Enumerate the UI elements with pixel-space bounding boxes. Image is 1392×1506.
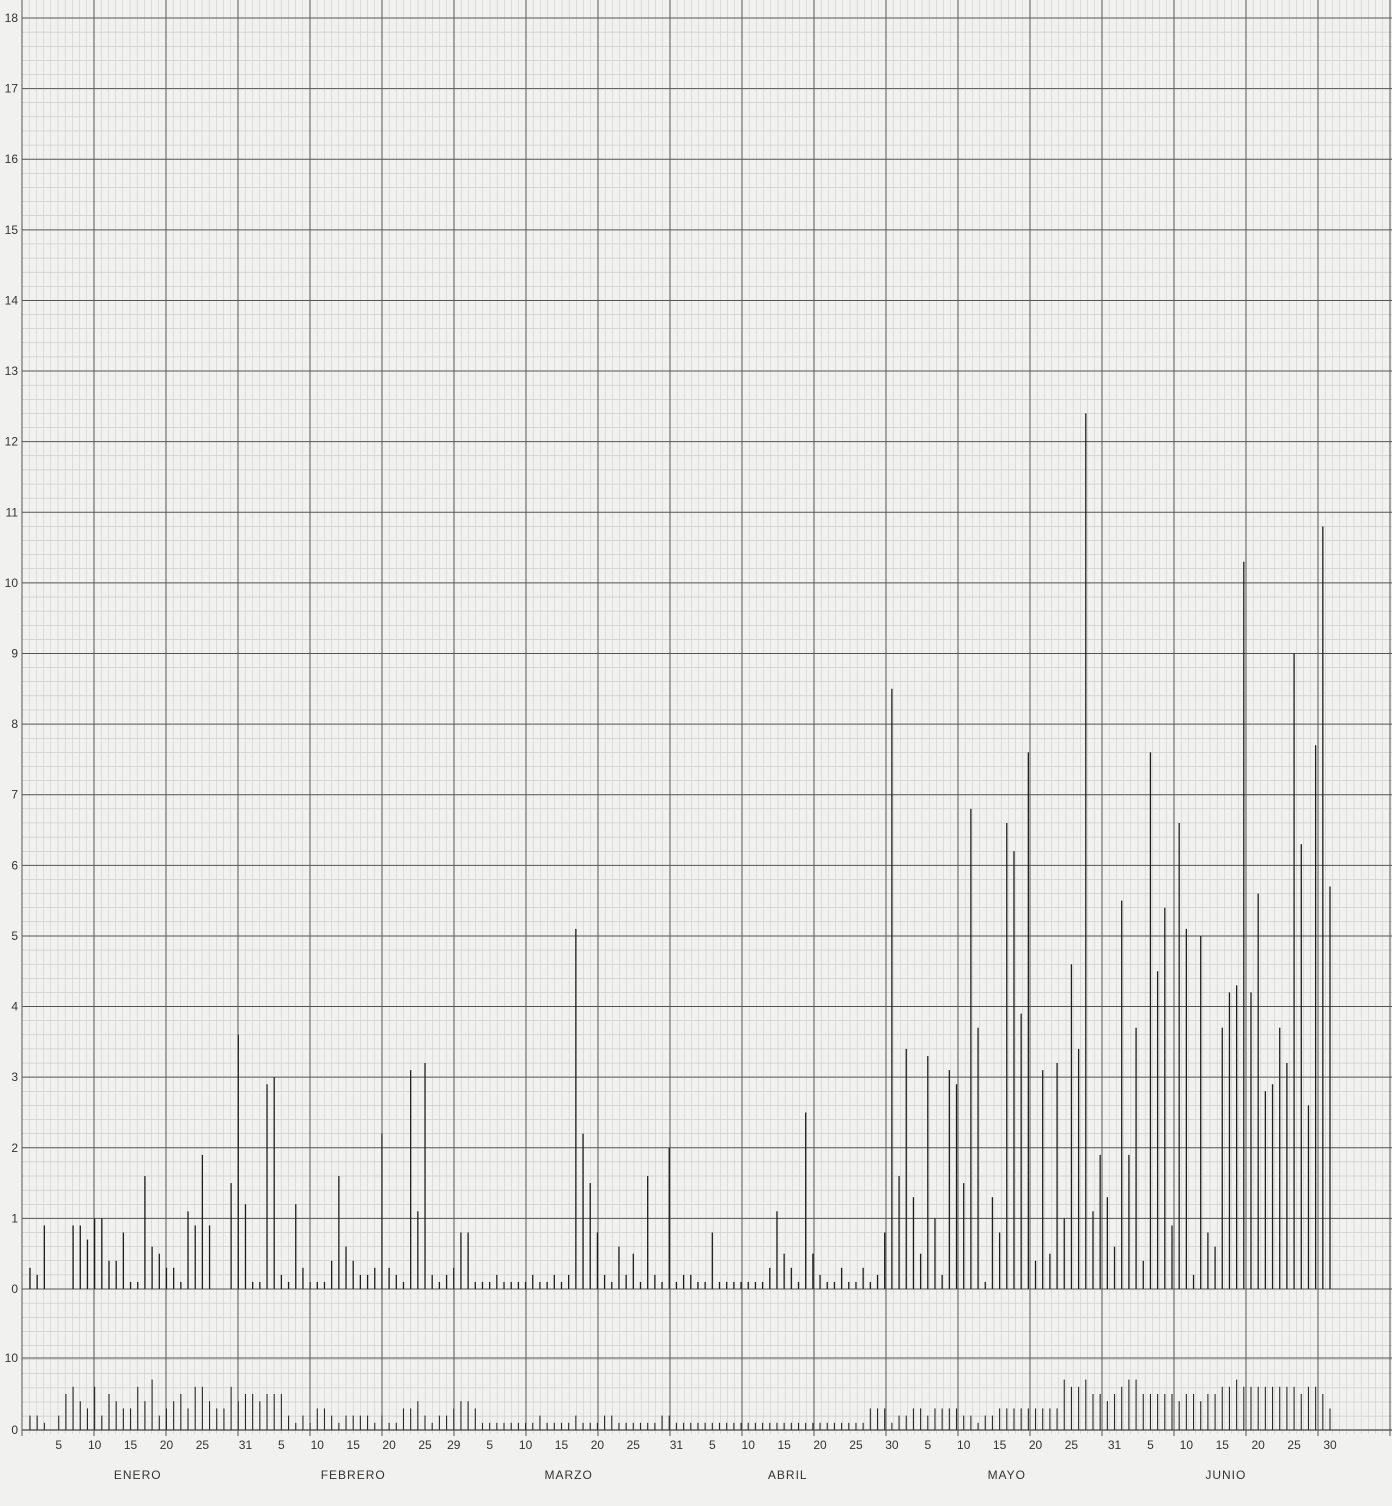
month-label: FEBRERO: [321, 1468, 386, 1482]
grid: [21, 0, 1392, 1436]
y-tick-label: 5: [11, 929, 18, 943]
month-label: MARZO: [545, 1468, 593, 1482]
month-label: MAYO: [988, 1468, 1026, 1482]
day-tick-label: 5: [278, 1438, 285, 1452]
day-tick-label: 10: [742, 1438, 756, 1452]
day-tick-label: 5: [55, 1438, 62, 1452]
day-tick-label: 31: [670, 1438, 684, 1452]
day-tick-label: 10: [311, 1438, 325, 1452]
day-tick-label: 31: [239, 1438, 253, 1452]
day-tick-label: 15: [555, 1438, 569, 1452]
month-label: ENERO: [114, 1468, 162, 1482]
day-tick-label: 20: [591, 1438, 605, 1452]
y-tick-label: 3: [11, 1070, 18, 1084]
y-tick-label: 2: [11, 1141, 18, 1155]
day-tick-label: 29: [447, 1438, 461, 1452]
y-tick-label: 4: [11, 1000, 18, 1014]
y-tick-label: 15: [5, 223, 19, 237]
y-tick-label: 0: [11, 1282, 18, 1296]
lower-bars: [29, 1379, 1331, 1430]
day-tick-label: 5: [1147, 1438, 1154, 1452]
upper-bars: [29, 413, 1331, 1289]
y-tick-label: 13: [5, 364, 19, 378]
day-tick-label: 10: [519, 1438, 533, 1452]
day-tick-label: 20: [1251, 1438, 1265, 1452]
y-tick-label: 8: [11, 717, 18, 731]
day-tick-label: 25: [627, 1438, 641, 1452]
month-label: JUNIO: [1205, 1468, 1246, 1482]
y-tick-label: 14: [5, 293, 19, 307]
day-tick-label: 10: [1180, 1438, 1194, 1452]
day-tick-label: 20: [813, 1438, 827, 1452]
y-tick-label: 16: [5, 152, 19, 166]
day-tick-label: 25: [196, 1438, 210, 1452]
y-tick-label: 6: [11, 858, 18, 872]
day-tick-label: 15: [777, 1438, 791, 1452]
day-tick-label: 20: [160, 1438, 174, 1452]
y-tick-label: 0: [11, 1423, 18, 1437]
day-tick-label: 5: [486, 1438, 493, 1452]
y-tick-label: 17: [5, 82, 19, 96]
day-tick-label: 31: [1108, 1438, 1122, 1452]
day-tick-label: 25: [1065, 1438, 1079, 1452]
y-tick-label: 7: [11, 788, 18, 802]
month-label: ABRIL: [768, 1468, 808, 1482]
y-tick-label: 10: [5, 1351, 19, 1365]
day-tick-label: 20: [1029, 1438, 1043, 1452]
day-tick-label: 30: [1323, 1438, 1337, 1452]
day-tick-label: 20: [382, 1438, 396, 1452]
y-tick-label: 11: [6, 505, 19, 519]
day-tick-label: 25: [1287, 1438, 1301, 1452]
day-tick-label: 10: [957, 1438, 971, 1452]
day-tick-label: 15: [1216, 1438, 1230, 1452]
day-tick-label: 30: [885, 1438, 899, 1452]
y-tick-label: 12: [5, 435, 19, 449]
y-tick-label: 18: [5, 11, 19, 25]
day-tick-label: 5: [924, 1438, 931, 1452]
day-tick-label: 5: [709, 1438, 716, 1452]
day-tick-label: 15: [347, 1438, 361, 1452]
day-tick-label: 15: [124, 1438, 138, 1452]
y-tick-label: 9: [11, 647, 18, 661]
day-tick-label: 25: [418, 1438, 432, 1452]
day-tick-label: 25: [849, 1438, 863, 1452]
day-tick-label: 10: [88, 1438, 102, 1452]
y-tick-label: 10: [5, 576, 19, 590]
y-tick-label: 1: [11, 1211, 18, 1225]
day-tick-label: 15: [993, 1438, 1007, 1452]
